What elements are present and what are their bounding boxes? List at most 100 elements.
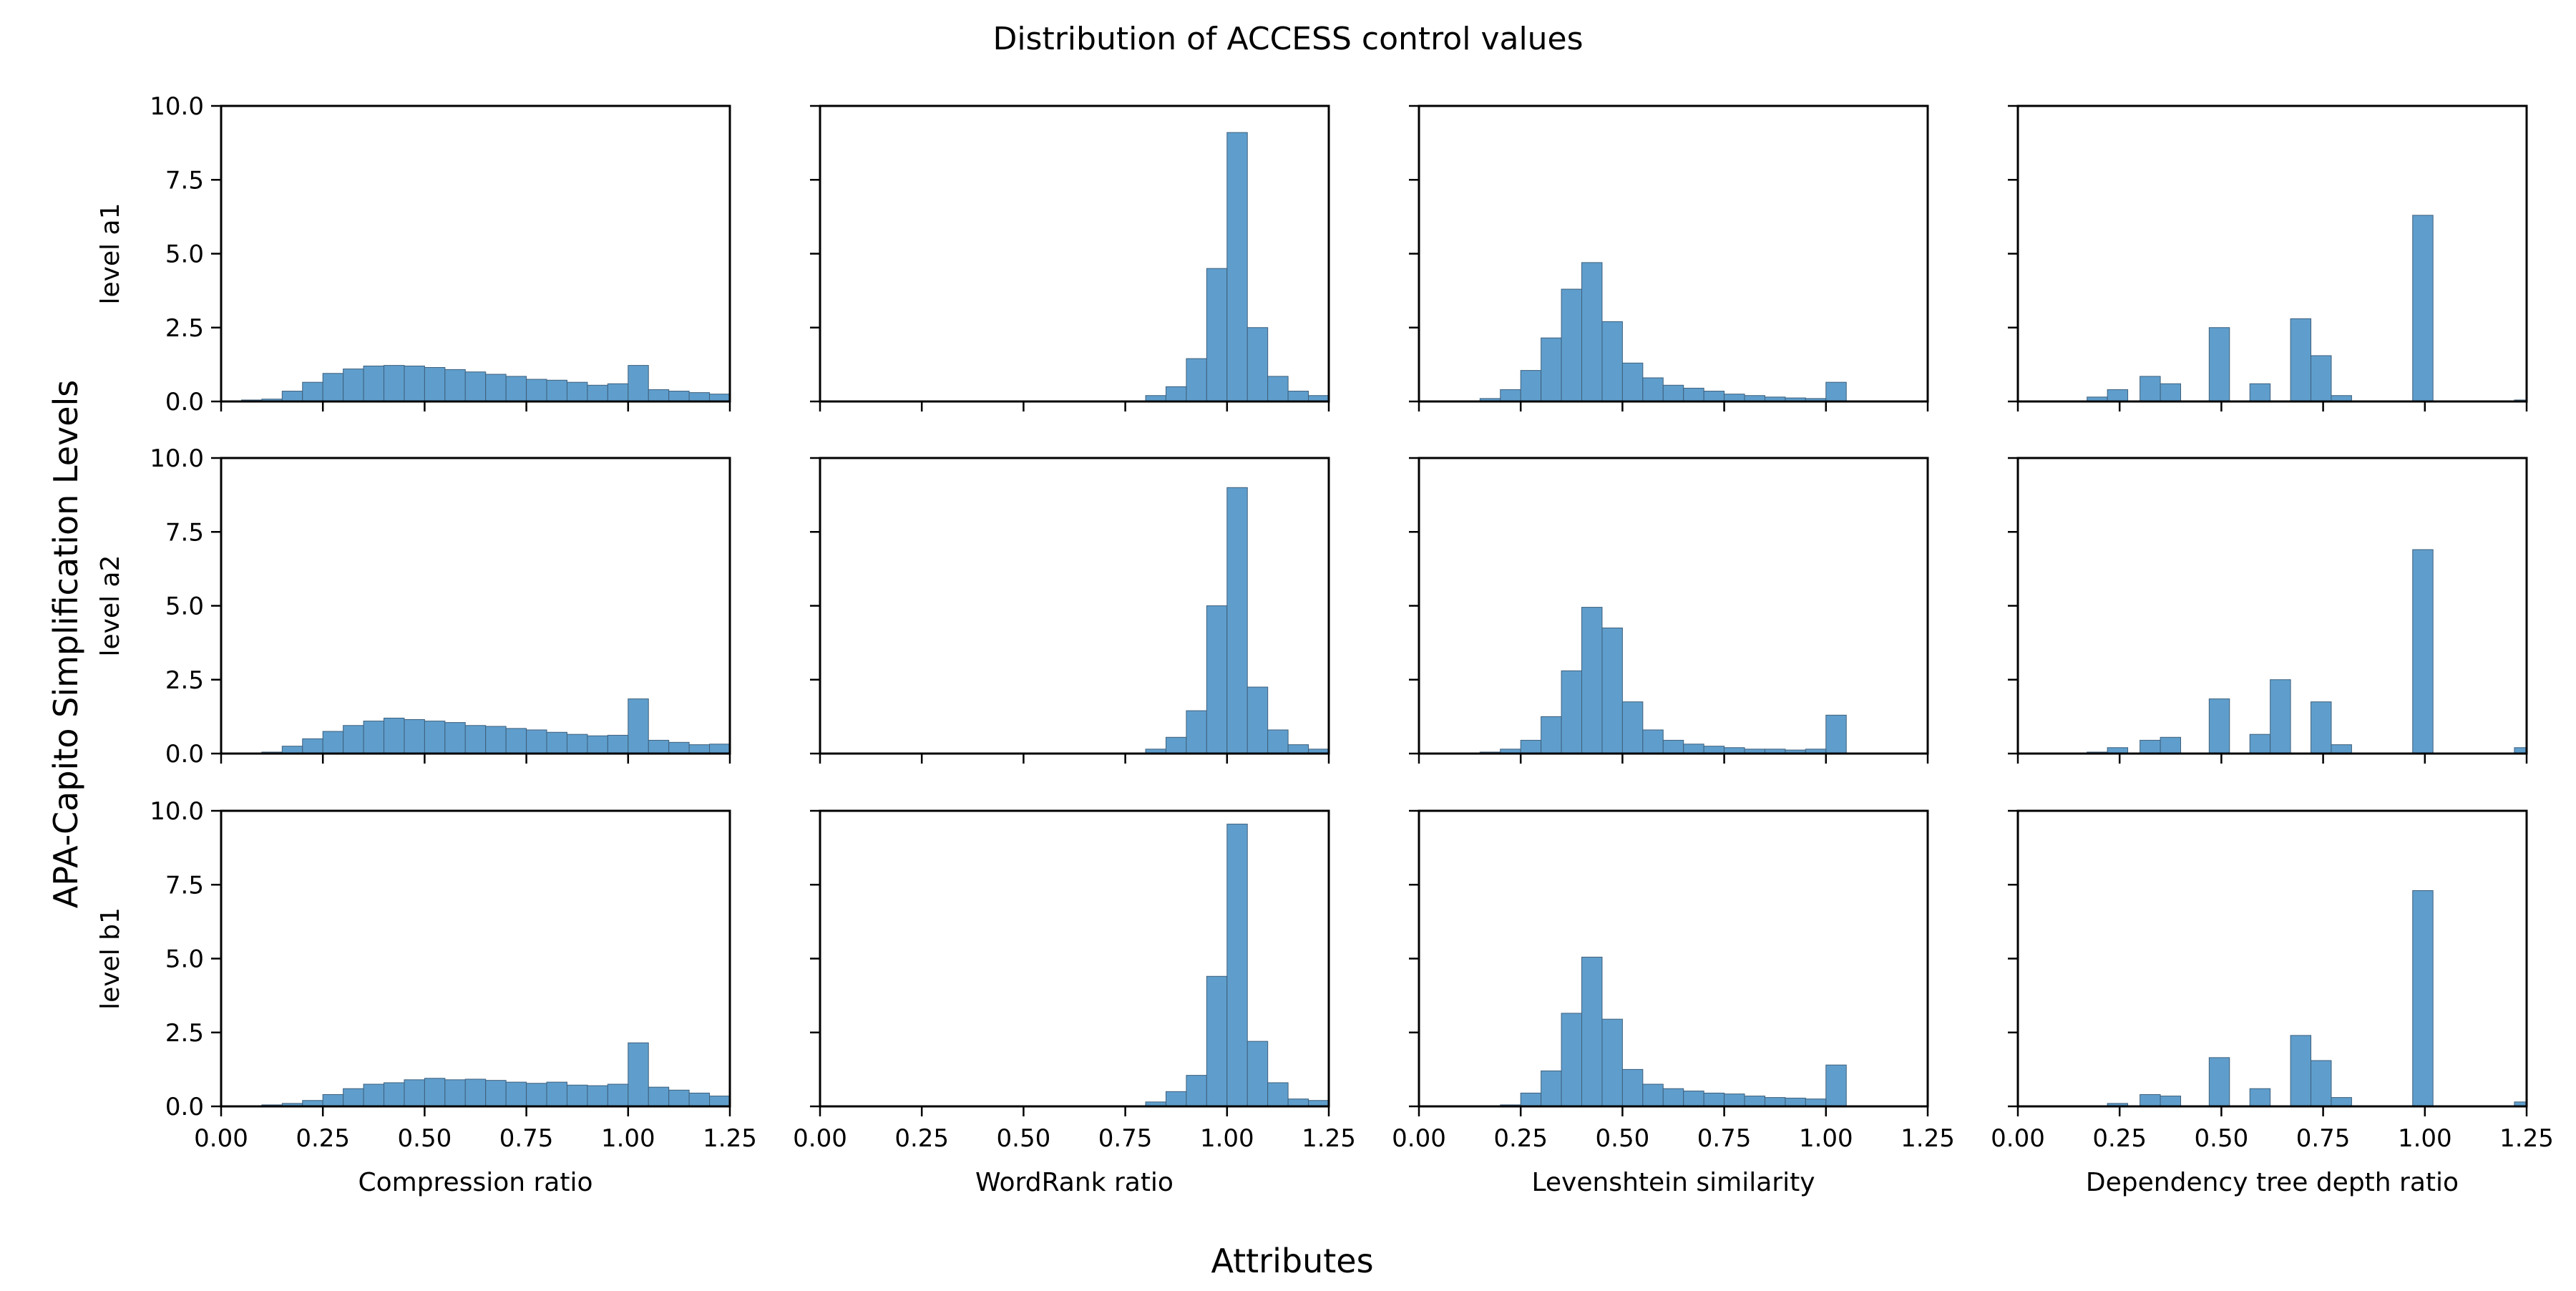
histogram-bar bbox=[1581, 262, 1603, 402]
histogram-bar bbox=[1246, 686, 1269, 754]
histogram-bar bbox=[1662, 739, 1684, 754]
histogram-bar bbox=[1561, 670, 1583, 754]
histogram-bar bbox=[404, 365, 425, 402]
histogram-bar bbox=[384, 1082, 405, 1107]
histogram-bar bbox=[1662, 1088, 1684, 1107]
x-tick-label: 0.00 bbox=[1991, 1124, 2045, 1153]
panel-r2-c0: 0.00 0.25 0.50 0.75 1.00 1.25 0.0 2.5 5.0 7.5 10.0… bbox=[96, 797, 757, 1197]
histogram-bar bbox=[607, 1083, 629, 1107]
y-tick-label: 10.0 bbox=[150, 92, 204, 121]
histogram-bar bbox=[404, 719, 425, 754]
histogram-bar bbox=[2249, 734, 2271, 754]
histogram-bar bbox=[343, 369, 364, 402]
x-tick-label: 1.00 bbox=[1200, 1124, 1254, 1153]
histogram-bar bbox=[526, 1083, 547, 1107]
panel-r1-c3 bbox=[2008, 457, 2528, 764]
histogram-bar bbox=[1206, 605, 1228, 754]
histogram-bar bbox=[2311, 701, 2332, 754]
row-label: level a1 bbox=[96, 203, 125, 304]
histogram-bar bbox=[322, 373, 344, 402]
y-tick-label: 2.5 bbox=[165, 1019, 204, 1048]
histogram-bar bbox=[2140, 739, 2161, 754]
histogram-bar bbox=[607, 383, 629, 402]
histogram-bar bbox=[1581, 956, 1603, 1107]
histogram-bar bbox=[2412, 215, 2434, 402]
histogram-bar bbox=[1206, 975, 1228, 1107]
histogram-bar bbox=[2160, 1096, 2182, 1107]
y-tick-label: 2.5 bbox=[165, 314, 204, 343]
axes-frame bbox=[1418, 809, 1929, 1108]
histogram-bar bbox=[1621, 362, 1644, 402]
histogram-bar bbox=[444, 1079, 466, 1107]
x-tick-label: 0.00 bbox=[793, 1124, 847, 1153]
y-tick-label: 5.0 bbox=[165, 945, 204, 974]
histogram-bar bbox=[1186, 710, 1207, 754]
histogram-bar bbox=[587, 1085, 608, 1107]
histogram-bar bbox=[1805, 1098, 1827, 1107]
y-tick-label: 0.0 bbox=[165, 1093, 204, 1121]
histogram-bar bbox=[363, 1083, 385, 1107]
histogram-bar bbox=[1601, 321, 1623, 402]
histogram-bar bbox=[1520, 370, 1542, 402]
panel-r0-c1 bbox=[810, 104, 1330, 411]
y-tick-label: 7.5 bbox=[165, 871, 204, 900]
panel-r1-c0: 0.0 2.5 5.0 7.5 10.0 level a2 bbox=[96, 444, 731, 769]
histogram-bar bbox=[1744, 1096, 1765, 1107]
histogram-bar bbox=[1662, 384, 1684, 402]
histogram-bar bbox=[546, 1081, 567, 1107]
histogram-bar bbox=[281, 391, 303, 402]
histogram-bar bbox=[1287, 391, 1309, 402]
x-tick-label: 0.25 bbox=[1493, 1124, 1548, 1153]
histogram-bar bbox=[2311, 355, 2332, 402]
histogram-bar bbox=[2290, 1035, 2312, 1107]
histogram-bar bbox=[1541, 337, 1562, 402]
histogram-bar bbox=[1764, 1097, 1786, 1107]
row-label: level b1 bbox=[96, 907, 125, 1010]
histogram-bar bbox=[485, 374, 507, 402]
x-tick-label: 0.50 bbox=[1596, 1124, 1650, 1153]
histogram-bar bbox=[688, 1092, 711, 1107]
histogram-bar bbox=[2140, 1093, 2161, 1107]
histogram-bar bbox=[546, 731, 567, 754]
histogram-bar bbox=[343, 725, 364, 754]
panel-r0-c2 bbox=[1409, 104, 1929, 411]
histogram-bar bbox=[1683, 744, 1704, 754]
axes-frame bbox=[220, 809, 731, 1108]
histogram-bar bbox=[2412, 549, 2434, 754]
histogram-bar bbox=[444, 722, 466, 754]
histogram-bar bbox=[628, 365, 649, 402]
histogram-bar bbox=[505, 728, 527, 754]
histogram-bar bbox=[1642, 377, 1664, 402]
histogram-bar bbox=[648, 739, 670, 754]
panel-r2-c3: 0.00 0.25 0.50 0.75 1.00 1.25 Dependency tree … bbox=[1991, 809, 2554, 1197]
histogram-bar bbox=[322, 731, 344, 754]
histogram-bar bbox=[302, 738, 323, 754]
histogram-bar bbox=[2412, 890, 2434, 1107]
histogram-bar bbox=[2249, 1088, 2271, 1107]
histogram-bar bbox=[1825, 381, 1847, 402]
histogram-bar bbox=[464, 1078, 487, 1107]
column-label: WordRank ratio bbox=[975, 1168, 1174, 1197]
histogram-bar bbox=[1621, 701, 1644, 754]
histogram-bar bbox=[1683, 1091, 1704, 1107]
x-tick-label: 0.00 bbox=[194, 1124, 248, 1153]
x-tick-label: 1.25 bbox=[1901, 1124, 1955, 1153]
histogram-bar bbox=[1206, 268, 1228, 402]
histogram-bar bbox=[1226, 132, 1248, 402]
histogram-bar bbox=[1287, 744, 1309, 754]
y-tick-label: 10.0 bbox=[150, 797, 204, 826]
histogram-bar bbox=[1541, 1070, 1562, 1107]
y-axis-label: APA-Capito Simplification Levels bbox=[47, 380, 85, 909]
y-tick-label: 2.5 bbox=[165, 666, 204, 695]
histogram-bar bbox=[1246, 327, 1269, 402]
histogram-bar bbox=[1683, 387, 1704, 402]
x-tick-label: 0.75 bbox=[499, 1124, 554, 1153]
panel-r0-c0: 0.0 2.5 5.0 7.5 10.0 level a1 bbox=[96, 92, 731, 416]
histogram-bar bbox=[1703, 1092, 1725, 1107]
x-tick-label: 1.25 bbox=[1302, 1124, 1356, 1153]
chart-title: Distribution of ACCESS control values bbox=[992, 21, 1583, 57]
column-label: Levenshtein similarity bbox=[1531, 1168, 1815, 1197]
y-tick-label: 10.0 bbox=[150, 444, 204, 473]
y-tick-label: 7.5 bbox=[165, 166, 204, 195]
x-tick-label: 0.50 bbox=[2195, 1124, 2249, 1153]
